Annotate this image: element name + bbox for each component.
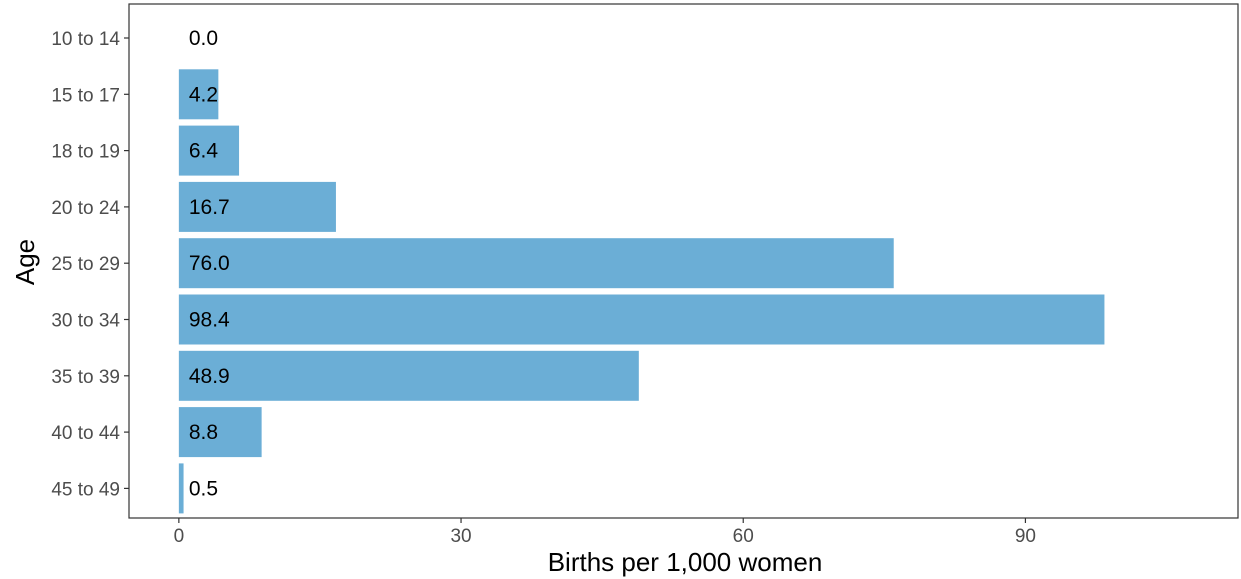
bar-20-to-24	[178, 181, 336, 232]
y-tick-label: 35 to 39	[51, 367, 120, 388]
y-tick-label: 10 to 14	[51, 29, 120, 50]
y-tick-label: 15 to 17	[51, 85, 120, 106]
data-label: 16.7	[189, 196, 230, 219]
y-tick-label: 25 to 29	[51, 254, 120, 275]
bars	[178, 69, 1105, 514]
bar-45-to-49	[178, 463, 184, 514]
bar-30-to-34	[178, 294, 1105, 345]
bar-18-to-19	[178, 125, 240, 176]
bar-15-to-17	[178, 69, 219, 120]
data-label: 98.4	[189, 309, 230, 332]
plot-border	[128, 3, 1239, 519]
x-tick-label: 30	[450, 526, 471, 547]
x-tick-label: 0	[174, 526, 185, 547]
data-label: 6.4	[189, 140, 219, 163]
data-label: 8.8	[189, 421, 218, 444]
y-axis: 10 to 14 15 to 17 18 to 19 20 to 24 25 to 29…	[51, 29, 129, 500]
x-axis: 0 30 60 90	[174, 518, 1036, 547]
data-label: 0.5	[189, 477, 218, 500]
y-tick-label: 40 to 44	[51, 423, 120, 444]
y-tick-label: 30 to 34	[51, 311, 120, 332]
bar-25-to-29	[178, 238, 894, 289]
data-label: 48.9	[189, 365, 230, 388]
x-tick-label: 90	[1015, 526, 1036, 547]
bar-35-to-39	[178, 350, 639, 401]
y-axis-title: Age	[10, 239, 40, 285]
y-tick-label: 20 to 24	[51, 198, 120, 219]
x-tick-label: 60	[733, 526, 754, 547]
bar-40-to-44	[178, 407, 262, 458]
data-label: 4.2	[189, 83, 218, 106]
plot-frame	[128, 3, 1239, 519]
data-labels: 0.0 4.2 6.4 16.7 76.0 98.4 48.9 8.8 0.5	[189, 27, 230, 500]
data-label: 0.0	[189, 27, 218, 50]
y-tick-label: 18 to 19	[51, 142, 120, 163]
data-label: 76.0	[189, 252, 230, 275]
x-axis-title: Births per 1,000 women	[548, 547, 823, 577]
y-tick-label: 45 to 49	[51, 479, 120, 500]
